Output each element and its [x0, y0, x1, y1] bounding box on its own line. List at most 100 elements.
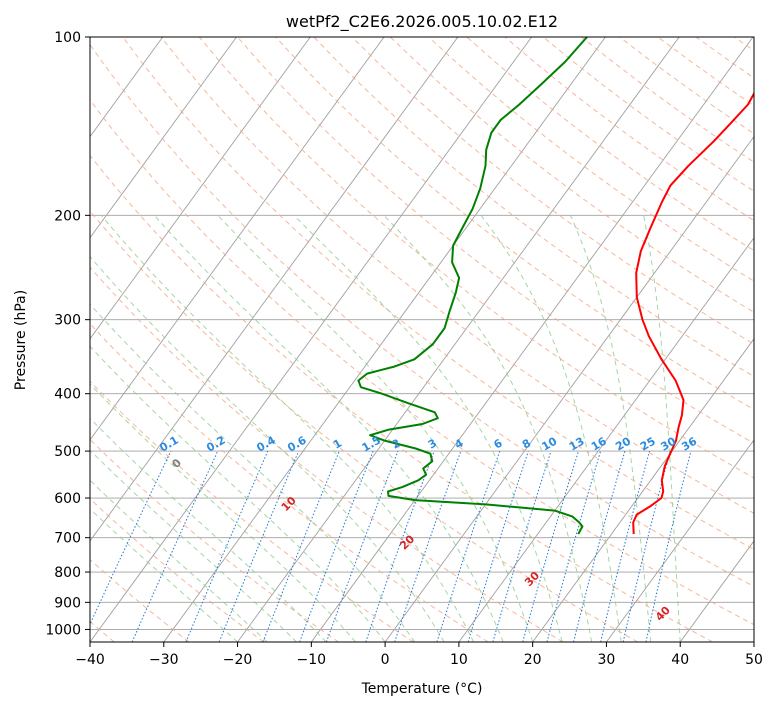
x-tick-label: −40 [75, 652, 105, 668]
dry-adiabat-line [542, 37, 754, 192]
pressure-gridlines [90, 37, 754, 630]
dewpoint-line [357, 37, 588, 535]
isotherm-line [458, 236, 754, 642]
moist-adiabat-line [383, 214, 593, 642]
moist-adiabat-line [217, 214, 534, 642]
mixing-ratio-line [492, 450, 552, 642]
isotherm-line [90, 37, 385, 441]
moist-adiabat-line [90, 345, 386, 642]
dry-adiabat-line [90, 99, 754, 626]
isotherm-line [753, 641, 754, 642]
x-tick-label: −30 [149, 652, 179, 668]
mixing-ratio-label: 4 [453, 436, 466, 451]
y-tick-label: 100 [54, 30, 81, 46]
mixing-ratio-line [645, 450, 692, 642]
dry-adiabat-line [122, 37, 754, 551]
dry-adiabat-line [90, 210, 639, 642]
dry-adiabat-line [90, 154, 713, 642]
mixing-ratio-label: 8 [520, 437, 533, 452]
isotherm-line [90, 37, 533, 642]
mixing-ratio-line [365, 450, 435, 642]
x-tick-label: −20 [223, 652, 253, 668]
mixing-ratio-line [131, 450, 219, 642]
x-tick-label: 40 [671, 652, 689, 668]
dry-adiabat-line [389, 37, 754, 313]
dry-adiabat-label: 10 [279, 494, 299, 514]
dry-adiabat-line [734, 37, 754, 52]
dry-adiabat-line [90, 266, 564, 642]
mixing-ratio-line [394, 450, 462, 642]
dry-adiabat-line [90, 43, 754, 588]
x-tick-label: 0 [381, 652, 390, 668]
mixing-ratio-line [436, 450, 501, 642]
dry-adiabat-label: 40 [653, 604, 673, 624]
isotherm-gridlines [90, 37, 754, 642]
plot-frame [89, 36, 755, 643]
moist-adiabat-line [480, 215, 622, 642]
moist-adiabat-line [90, 303, 416, 642]
y-tick-label: 900 [54, 595, 81, 611]
mixing-ratio-line [546, 450, 602, 642]
x-tick-label: −10 [297, 652, 327, 668]
mixing-ratio-line [218, 450, 300, 642]
y-tick-label: 700 [54, 531, 81, 547]
mixing-ratio-line [467, 450, 529, 642]
mixing-ratio-line [600, 450, 651, 642]
mixing-ratio-line [573, 450, 626, 642]
moist-adiabat-line [90, 383, 356, 642]
isotherm-line [90, 37, 237, 239]
moist-adiabat-line [643, 215, 681, 642]
dry-adiabat-label: -10 [58, 407, 81, 430]
y-tick-label: 600 [54, 491, 81, 507]
y-axis-label: Pressure (hPa) [13, 290, 29, 390]
dry-adiabat-line [90, 558, 190, 642]
x-tick-label: 50 [745, 652, 763, 668]
dry-adiabat-line [90, 323, 489, 642]
x-axis-ticks: −40 −30 −20 −10 0 10 20 30 40 50 [75, 642, 763, 668]
temperature-line [632, 91, 754, 535]
dry-adiabat-line [351, 37, 754, 345]
dry-adiabat-line [90, 438, 339, 642]
moist-adiabat-line [293, 214, 563, 642]
moist-adiabat-line [90, 508, 238, 642]
y-tick-label: 800 [54, 565, 81, 581]
moist-adiabat-line [90, 417, 327, 642]
dry-adiabat-line [160, 37, 754, 514]
dry-adiabat-line [619, 37, 754, 135]
y-tick-label: 200 [54, 208, 81, 224]
isotherm-line [606, 439, 754, 642]
dry-adiabats [90, 37, 754, 642]
mixing-ratio-label: 6 [491, 436, 504, 451]
y-tick-label: 300 [54, 313, 81, 329]
x-tick-label: 30 [598, 652, 616, 668]
mixing-ratio-line [299, 450, 374, 642]
dry-adiabat-line [198, 37, 754, 479]
dry-adiabat-line [313, 37, 754, 378]
mixing-ratio-line [325, 450, 399, 642]
dry-adiabat-label: 20 [397, 532, 417, 552]
mixing-ratio-label: 3 [426, 437, 439, 452]
moist-adiabat-line [90, 479, 268, 642]
x-tick-label: 20 [524, 652, 542, 668]
chart-title: wetPf2_C2E6.2026.005.10.02.E12 [286, 12, 558, 32]
isotherm-line [532, 338, 754, 642]
y-tick-label: 1000 [45, 622, 81, 638]
moist-adiabat-line [90, 449, 297, 642]
dry-adiabat-line [695, 37, 754, 79]
dry-adiabat-line [466, 37, 754, 252]
mixing-ratio-lines [90, 450, 692, 642]
isotherm-line [384, 135, 754, 642]
isotherm-line [237, 37, 680, 642]
x-tick-label: 10 [450, 652, 468, 668]
mixing-ratio-line [622, 450, 671, 642]
isotherm-line [163, 37, 606, 642]
mixing-ratio-line [185, 450, 269, 642]
moist-adiabat-line [100, 214, 475, 642]
moist-adiabat-line [569, 215, 652, 642]
mixing-ratio-line [522, 450, 579, 642]
isotherm-line [90, 37, 311, 340]
sounding-series [357, 37, 754, 535]
moist-adiabat-line [154, 214, 504, 642]
y-tick-label: 400 [54, 387, 81, 403]
